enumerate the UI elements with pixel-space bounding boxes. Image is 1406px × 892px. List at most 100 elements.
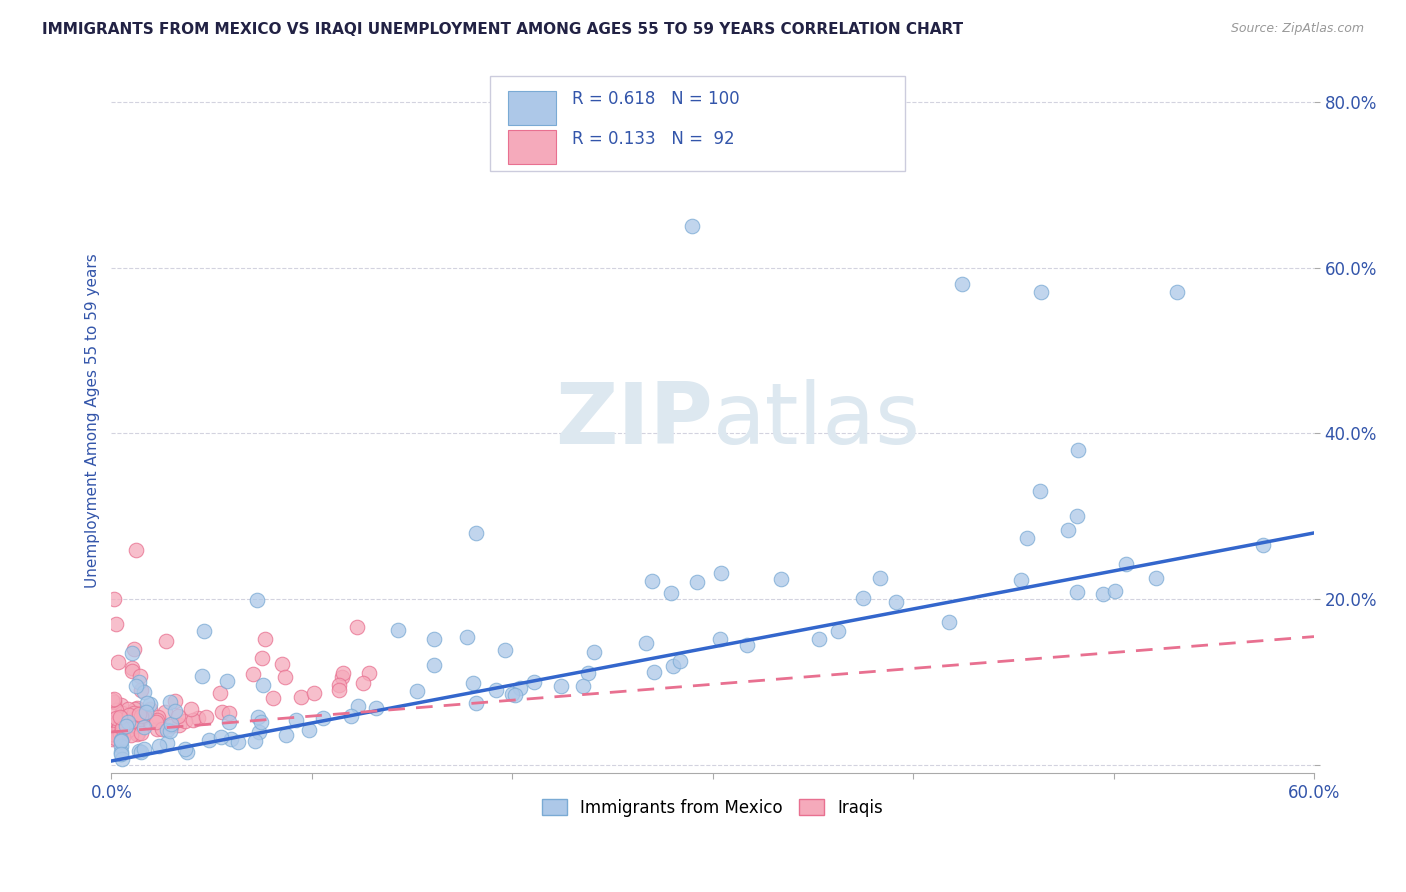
Point: [271, 657, 294, 671]
Point: [131, 745, 153, 759]
Point: [121, 646, 143, 660]
Point: [155, 723, 177, 738]
Point: [217, 673, 239, 688]
Point: [131, 712, 153, 726]
Point: [253, 632, 276, 646]
Point: [465, 697, 488, 711]
Point: [290, 690, 312, 704]
Point: [193, 624, 215, 639]
Point: [522, 675, 544, 690]
Point: [104, 711, 127, 725]
Point: [1056, 524, 1078, 538]
Point: [311, 711, 333, 725]
Point: [423, 632, 446, 647]
Point: [166, 709, 188, 723]
Point: [120, 728, 142, 742]
Point: [132, 684, 155, 698]
Point: [167, 718, 190, 732]
Point: [107, 723, 129, 738]
Point: [262, 690, 284, 705]
Point: [124, 706, 146, 720]
Point: [111, 752, 134, 766]
Point: [129, 726, 152, 740]
Point: [125, 542, 148, 557]
Point: [1066, 584, 1088, 599]
Point: [246, 593, 269, 607]
Point: [155, 633, 177, 648]
Text: Source: ZipAtlas.com: Source: ZipAtlas.com: [1230, 22, 1364, 36]
FancyBboxPatch shape: [509, 130, 557, 164]
Point: [135, 705, 157, 719]
Point: [246, 710, 269, 724]
Point: [125, 715, 148, 730]
Point: [129, 709, 152, 723]
Point: [146, 722, 169, 736]
Point: [884, 595, 907, 609]
Point: [346, 620, 368, 634]
Point: [869, 571, 891, 585]
Point: [572, 680, 595, 694]
Point: [105, 715, 128, 730]
Point: [173, 742, 195, 756]
Point: [125, 701, 148, 715]
Point: [117, 715, 139, 730]
Point: [328, 678, 350, 692]
Point: [134, 719, 156, 733]
Text: IMMIGRANTS FROM MEXICO VS IRAQI UNEMPLOYMENT AMONG AGES 55 TO 59 YEARS CORRELATI: IMMIGRANTS FROM MEXICO VS IRAQI UNEMPLOY…: [42, 22, 963, 37]
Point: [105, 703, 128, 717]
Point: [117, 723, 139, 737]
Point: [174, 714, 197, 729]
Point: [359, 666, 381, 681]
Point: [125, 718, 148, 732]
Point: [103, 692, 125, 706]
Point: [150, 722, 173, 736]
Point: [124, 702, 146, 716]
Point: [198, 733, 221, 747]
Point: [332, 665, 354, 680]
FancyBboxPatch shape: [509, 91, 557, 125]
Point: [110, 739, 132, 753]
Point: [131, 706, 153, 721]
Text: R = 0.133   N =  92: R = 0.133 N = 92: [572, 130, 735, 148]
Point: [252, 678, 274, 692]
Point: [494, 642, 516, 657]
Point: [104, 617, 127, 632]
Point: [1115, 557, 1137, 571]
Point: [159, 724, 181, 739]
Point: [1166, 285, 1188, 300]
Point: [209, 731, 232, 745]
Point: [103, 695, 125, 709]
Point: [218, 715, 240, 730]
Point: [132, 707, 155, 722]
Point: [938, 615, 960, 630]
Point: [117, 702, 139, 716]
Point: [250, 715, 273, 730]
Point: [503, 688, 526, 702]
Point: [328, 682, 350, 697]
Point: [501, 687, 523, 701]
Point: [274, 670, 297, 684]
Point: [1066, 509, 1088, 524]
Point: [181, 713, 204, 727]
Point: [146, 710, 169, 724]
Point: [148, 739, 170, 753]
Legend: Immigrants from Mexico, Iraqis: Immigrants from Mexico, Iraqis: [533, 790, 891, 825]
Point: [769, 572, 792, 586]
Point: [136, 696, 159, 710]
Point: [129, 706, 152, 721]
Point: [195, 710, 218, 724]
Point: [159, 719, 181, 733]
Point: [110, 745, 132, 759]
Point: [120, 713, 142, 727]
Point: [304, 686, 326, 700]
Point: [104, 731, 127, 745]
Point: [661, 586, 683, 600]
Point: [274, 728, 297, 742]
Point: [509, 681, 531, 696]
Point: [111, 706, 134, 720]
Point: [128, 706, 150, 721]
Point: [576, 665, 599, 680]
Point: [110, 711, 132, 725]
Point: [1104, 583, 1126, 598]
Point: [100, 728, 122, 742]
